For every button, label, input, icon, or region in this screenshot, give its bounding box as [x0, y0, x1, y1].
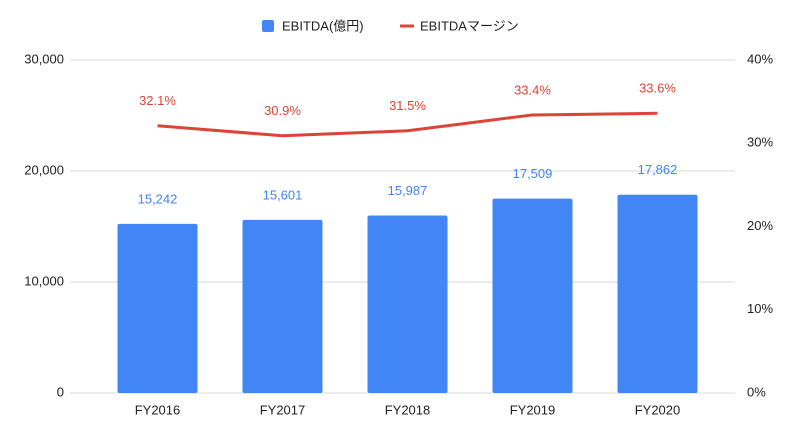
line — [157, 111, 658, 138]
bar — [492, 198, 573, 393]
line-value-label: 31.5% — [389, 98, 426, 113]
line-value-label: 32.1% — [139, 93, 176, 108]
bar — [367, 215, 448, 393]
y2-tick-label: 30% — [747, 135, 773, 150]
y2-tick-label: 10% — [747, 301, 773, 316]
legend-swatch — [262, 20, 274, 32]
bar-value-label: 15,601 — [263, 187, 303, 202]
line-value-label: 30.9% — [264, 103, 301, 118]
y2-tick-label: 20% — [747, 218, 773, 233]
bar — [242, 219, 323, 393]
y-tick-label: 10,000 — [24, 273, 64, 288]
y2-tick-label: 0% — [747, 384, 766, 399]
x-tick-label: FY2016 — [135, 402, 181, 417]
line-value-label: 33.4% — [514, 82, 551, 97]
bar-value-label: 17,509 — [513, 166, 553, 181]
x-tick-label: FY2020 — [635, 402, 681, 417]
bar-value-label: 17,862 — [638, 162, 678, 177]
y-tick-label: 30,000 — [24, 51, 64, 66]
y-tick-label: 0 — [57, 384, 64, 399]
bar-value-label: 15,987 — [388, 183, 428, 198]
y2-tick-label: 40% — [747, 51, 773, 66]
legend-label: EBITDA(億円) — [282, 18, 364, 33]
y-tick-label: 20,000 — [24, 162, 64, 177]
line-value-label: 33.6% — [639, 81, 676, 96]
x-tick-label: FY2018 — [385, 402, 431, 417]
bar — [617, 194, 698, 393]
x-tick-label: FY2019 — [510, 402, 556, 417]
legend-label: EBITDAマージン — [420, 18, 519, 33]
bar — [117, 223, 198, 393]
x-tick-label: FY2017 — [260, 402, 306, 417]
bar-value-label: 15,242 — [138, 191, 178, 206]
